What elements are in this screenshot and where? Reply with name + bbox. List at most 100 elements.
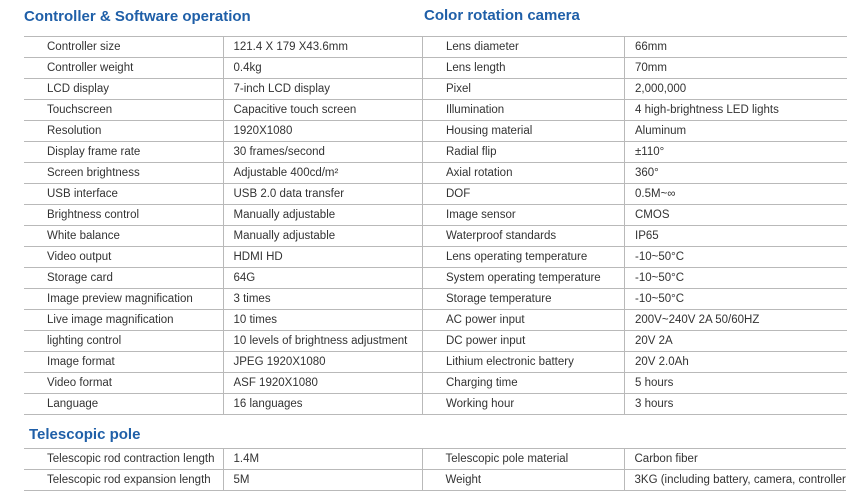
spec-label: Screen brightness bbox=[24, 162, 224, 184]
spec-label: Radial flip bbox=[422, 141, 625, 163]
table-row: Lens operating temperature -10~50°C bbox=[422, 246, 847, 268]
table-row: Lens length 70mm bbox=[422, 57, 847, 79]
pole-spec-table: Telescopic rod contraction length 1.4M Tel… bbox=[24, 448, 846, 491]
spec-value: HDMI HD bbox=[222, 246, 423, 268]
camera-section-title: Color rotation camera bbox=[424, 7, 580, 24]
pole-section-title: Telescopic pole bbox=[29, 426, 141, 443]
spec-label: Video output bbox=[24, 246, 224, 268]
table-row: Telescopic rod contraction length 1.4M Tel… bbox=[24, 448, 846, 470]
spec-value: 121.4 X 179 X43.6mm bbox=[222, 36, 423, 58]
table-row: DC power input 20V 2A bbox=[422, 330, 847, 352]
spec-value: IP65 bbox=[624, 225, 847, 247]
table-row: Image sensor CMOS bbox=[422, 204, 847, 226]
table-row: DOF 0.5M~∞ bbox=[422, 183, 847, 205]
table-row: Charging time 5 hours bbox=[422, 372, 847, 394]
spec-value: 16 languages bbox=[222, 393, 423, 415]
table-row: Video output HDMI HD bbox=[24, 246, 423, 268]
table-row: Housing material Aluminum bbox=[422, 120, 847, 142]
table-row: Radial flip ±110° bbox=[422, 141, 847, 163]
spec-label: Live image magnification bbox=[24, 309, 224, 331]
table-row: USB interface USB 2.0 data transfer bbox=[24, 183, 423, 205]
table-row: Axial rotation 360° bbox=[422, 162, 847, 184]
spec-label: Axial rotation bbox=[422, 162, 625, 184]
spec-label: USB interface bbox=[24, 183, 224, 205]
spec-label: Lens operating temperature bbox=[422, 246, 625, 268]
spec-value: -10~50°C bbox=[624, 288, 847, 310]
table-row: Controller size 121.4 X 179 X43.6mm bbox=[24, 36, 423, 58]
table-row: System operating temperature -10~50°C bbox=[422, 267, 847, 289]
spec-value: 1920X1080 bbox=[222, 120, 423, 142]
table-row: White balance Manually adjustable bbox=[24, 225, 423, 247]
table-row: Storage temperature -10~50°C bbox=[422, 288, 847, 310]
spec-value: Carbon fiber bbox=[623, 448, 846, 470]
spec-label: Illumination bbox=[422, 99, 625, 121]
spec-label: Weight bbox=[421, 469, 625, 491]
spec-value: 4 high-brightness LED lights bbox=[624, 99, 847, 121]
table-row: Lens diameter 66mm bbox=[422, 36, 847, 58]
spec-value: 70mm bbox=[624, 57, 847, 79]
spec-value: 5M bbox=[222, 469, 423, 491]
spec-value: Capacitive touch screen bbox=[222, 99, 423, 121]
spec-value: 64G bbox=[222, 267, 423, 289]
table-row: Controller weight 0.4kg bbox=[24, 57, 423, 79]
spec-label: Lithium electronic battery bbox=[422, 351, 625, 373]
table-row: Language 16 languages bbox=[24, 393, 423, 415]
spec-value: 3 times bbox=[222, 288, 423, 310]
spec-label: Touchscreen bbox=[24, 99, 224, 121]
spec-value: ±110° bbox=[624, 141, 847, 163]
table-row: Video format ASF 1920X1080 bbox=[24, 372, 423, 394]
spec-value: 7-inch LCD display bbox=[222, 78, 423, 100]
table-row: Pixel 2,000,000 bbox=[422, 78, 847, 100]
table-row: Waterproof standards IP65 bbox=[422, 225, 847, 247]
spec-label: Telescopic rod contraction length bbox=[24, 448, 224, 470]
spec-value: 66mm bbox=[624, 36, 847, 58]
spec-value: 0.5M~∞ bbox=[624, 183, 847, 205]
spec-label: Display frame rate bbox=[24, 141, 224, 163]
table-row: lighting control 10 levels of brightness … bbox=[24, 330, 423, 352]
table-row: LCD display 7-inch LCD display bbox=[24, 78, 423, 100]
spec-label: Image format bbox=[24, 351, 224, 373]
spec-value: 20V 2A bbox=[624, 330, 847, 352]
table-row: Telescopic rod expansion length 5M Weight 3… bbox=[24, 469, 846, 491]
table-row: Lithium electronic battery 20V 2.0Ah bbox=[422, 351, 847, 373]
spec-value: CMOS bbox=[624, 204, 847, 226]
spec-value: -10~50°C bbox=[624, 267, 847, 289]
spec-label: Lens diameter bbox=[422, 36, 625, 58]
spec-label: Storage card bbox=[24, 267, 224, 289]
spec-label: LCD display bbox=[24, 78, 224, 100]
spec-value: 3KG (including battery, camera, controll… bbox=[623, 469, 846, 491]
spec-value: Manually adjustable bbox=[222, 204, 423, 226]
table-row: Display frame rate 30 frames/second bbox=[24, 141, 423, 163]
spec-label: Telescopic pole material bbox=[421, 448, 625, 470]
spec-value: 20V 2.0Ah bbox=[624, 351, 847, 373]
spec-label: Housing material bbox=[422, 120, 625, 142]
spec-value: 1.4M bbox=[222, 448, 423, 470]
spec-label: Video format bbox=[24, 372, 224, 394]
spec-label: Brightness control bbox=[24, 204, 224, 226]
spec-label: Controller weight bbox=[24, 57, 224, 79]
spec-value: 200V~240V 2A 50/60HZ bbox=[624, 309, 847, 331]
table-row: Storage card 64G bbox=[24, 267, 423, 289]
spec-label: Pixel bbox=[422, 78, 625, 100]
spec-value: 0.4kg bbox=[222, 57, 423, 79]
table-row: Illumination 4 high-brightness LED lights bbox=[422, 99, 847, 121]
spec-value: 30 frames/second bbox=[222, 141, 423, 163]
spec-value: 2,000,000 bbox=[624, 78, 847, 100]
spec-value: 5 hours bbox=[624, 372, 847, 394]
spec-value: ASF 1920X1080 bbox=[222, 372, 423, 394]
spec-label: Controller size bbox=[24, 36, 224, 58]
table-row: Working hour 3 hours bbox=[422, 393, 847, 415]
spec-label: Lens length bbox=[422, 57, 625, 79]
spec-label: Language bbox=[24, 393, 224, 415]
spec-label: DOF bbox=[422, 183, 625, 205]
table-row: Live image magnification 10 times bbox=[24, 309, 423, 331]
spec-value: USB 2.0 data transfer bbox=[222, 183, 423, 205]
spec-value: 360° bbox=[624, 162, 847, 184]
table-row: Resolution 1920X1080 bbox=[24, 120, 423, 142]
spec-label: lighting control bbox=[24, 330, 224, 352]
spec-label: Image sensor bbox=[422, 204, 625, 226]
table-row: Image preview magnification 3 times bbox=[24, 288, 423, 310]
spec-label: Working hour bbox=[422, 393, 625, 415]
spec-label: Telescopic rod expansion length bbox=[24, 469, 224, 491]
spec-value: -10~50°C bbox=[624, 246, 847, 268]
